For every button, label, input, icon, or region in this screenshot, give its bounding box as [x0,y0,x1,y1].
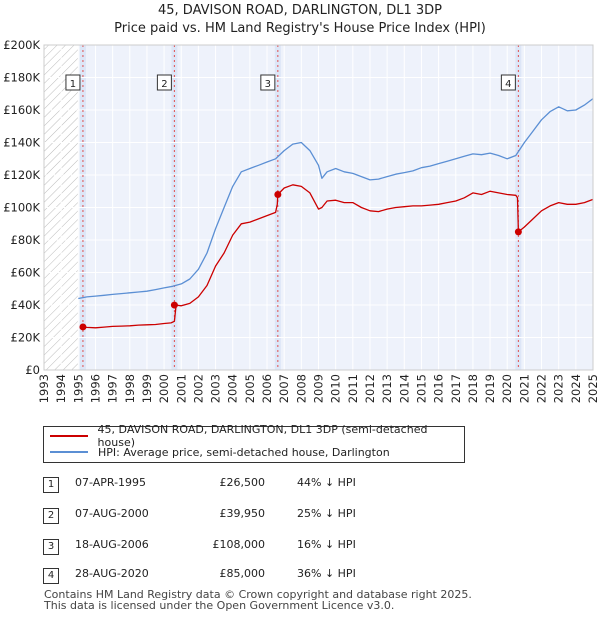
y-tick-label: £120K [3,168,40,182]
x-tick-label: 2023 [552,374,566,403]
annotation-box [500,74,516,91]
x-tick-label: 2000 [157,374,171,403]
footer-line-1: Contains HM Land Registry data © Crown c… [44,588,472,601]
row-date: 18-AUG-2006 [75,538,149,551]
x-tick-label: 2016 [432,374,446,403]
row-number-badge: 4 [43,568,59,584]
table-row: 1 07-APR-1995 £26,500 44% ↓ HPI [0,476,600,494]
row-number-badge: 1 [43,477,59,493]
x-tick-label: 2006 [260,374,274,403]
x-tick-label: 2011 [346,374,360,403]
x-tick-label: 1993 [37,374,51,403]
sale-point-marker [274,191,282,198]
x-tick-label: 2019 [483,374,497,403]
x-tick-label: 1999 [140,374,154,403]
row-hpi: 25% ↓ HPI [297,507,356,520]
legend-label-red: 45, DAVISON ROAD, DARLINGTON, DL1 3DP (s… [97,423,428,449]
chart-legend: 45, DAVISON ROAD, DARLINGTON, DL1 3DP (s… [43,423,465,463]
row-date: 07-APR-1995 [75,476,147,489]
x-tick-label: 2024 [569,374,583,403]
sale-point-marker [79,323,87,331]
table-row: 3 18-AUG-2006 £108,000 16% ↓ HPI [0,538,600,556]
chart-subtitle: Price paid vs. HM Land Registry's House … [114,21,486,36]
y-tick-label: £100K [3,201,40,215]
row-price: £85,000 [219,567,266,580]
y-tick-label: £60K [11,266,41,280]
y-tick-label: £0 [25,363,40,377]
row-hpi: 16% ↓ HPI [297,538,356,551]
annotation-label: 4 [505,79,511,90]
y-tick-label: £40K [11,298,41,312]
y-tick-label: £140K [3,136,40,150]
price-paid-line [82,184,594,329]
sale-point-marker [170,301,178,309]
row-number-badge: 2 [43,508,59,524]
x-tick-label: 1997 [106,374,120,403]
legend-swatch-blue [50,451,88,453]
annotation-box [65,74,81,91]
x-tick-label: 2009 [312,374,326,403]
x-tick-label: 2015 [414,374,428,403]
row-hpi: 44% ↓ HPI [297,476,356,489]
row-price: £39,950 [219,507,266,520]
chart-title: 45, DAVISON ROAD, DARLINGTON, DL1 3DP [158,3,442,18]
table-row: 4 28-AUG-2020 £85,000 36% ↓ HPI [0,567,600,585]
x-tick-label: 2002 [191,374,205,403]
row-date: 07-AUG-2000 [75,507,149,520]
x-tick-label: 1996 [88,374,102,403]
x-tick-label: 2004 [226,374,240,403]
y-tick-label: £160K [3,103,40,117]
x-tick-label: 2020 [500,374,514,403]
x-tick-label: 2021 [517,374,531,403]
footer-line-2: This data is licensed under the Open Gov… [44,599,395,612]
row-price: £108,000 [212,538,266,551]
x-tick-label: 1998 [123,374,137,403]
x-tick-label: 2003 [209,374,223,403]
legend-label-blue: HPI: Average price, semi-detached house,… [98,445,390,459]
row-date: 28-AUG-2020 [75,567,149,580]
hpi-line [78,98,594,300]
x-tick-label: 1995 [71,374,85,403]
x-tick-label: 2010 [329,374,343,403]
annotation-label: 3 [265,79,271,90]
annotation-label: 2 [161,79,167,90]
y-tick-label: £80K [11,233,41,247]
legend-item-blue: HPI: Average price, semi-detached house,… [50,444,390,460]
x-tick-label: 2005 [243,374,257,403]
row-price: £26,500 [219,476,266,489]
x-tick-label: 2022 [535,374,549,403]
price-chart: £0 £20K £40K £60K £80K £100K £120K £140K £160K £1… [3,38,600,403]
x-tick-label: 2018 [466,374,480,403]
sale-point-marker [514,228,522,236]
row-number-badge: 3 [43,539,59,555]
x-tick-label: 1994 [54,374,68,403]
row-hpi: 36% ↓ HPI [297,567,356,580]
legend-swatch-red [50,435,88,437]
y-tick-label: £200K [3,38,40,52]
table-row: 2 07-AUG-2000 £39,950 25% ↓ HPI [0,507,600,525]
legend-item-red: 45, DAVISON ROAD, DARLINGTON, DL1 3DP (s… [50,423,464,449]
y-tick-label: £20K [11,331,41,345]
x-tick-label: 2017 [449,374,463,403]
annotation-box [156,74,172,91]
x-tick-label: 2025 [586,374,600,403]
x-tick-label: 2012 [363,374,377,403]
x-tick-label: 2008 [294,374,308,403]
annotation-label: 1 [70,79,76,90]
y-tick-label: £180K [3,71,40,85]
x-tick-label: 2013 [380,374,394,403]
x-tick-label: 2014 [397,374,411,403]
x-tick-label: 2007 [277,374,291,403]
footer-attribution: Contains HM Land Registry data © Crown c… [44,589,472,611]
x-tick-label: 2001 [174,374,188,403]
annotation-box [260,74,276,91]
